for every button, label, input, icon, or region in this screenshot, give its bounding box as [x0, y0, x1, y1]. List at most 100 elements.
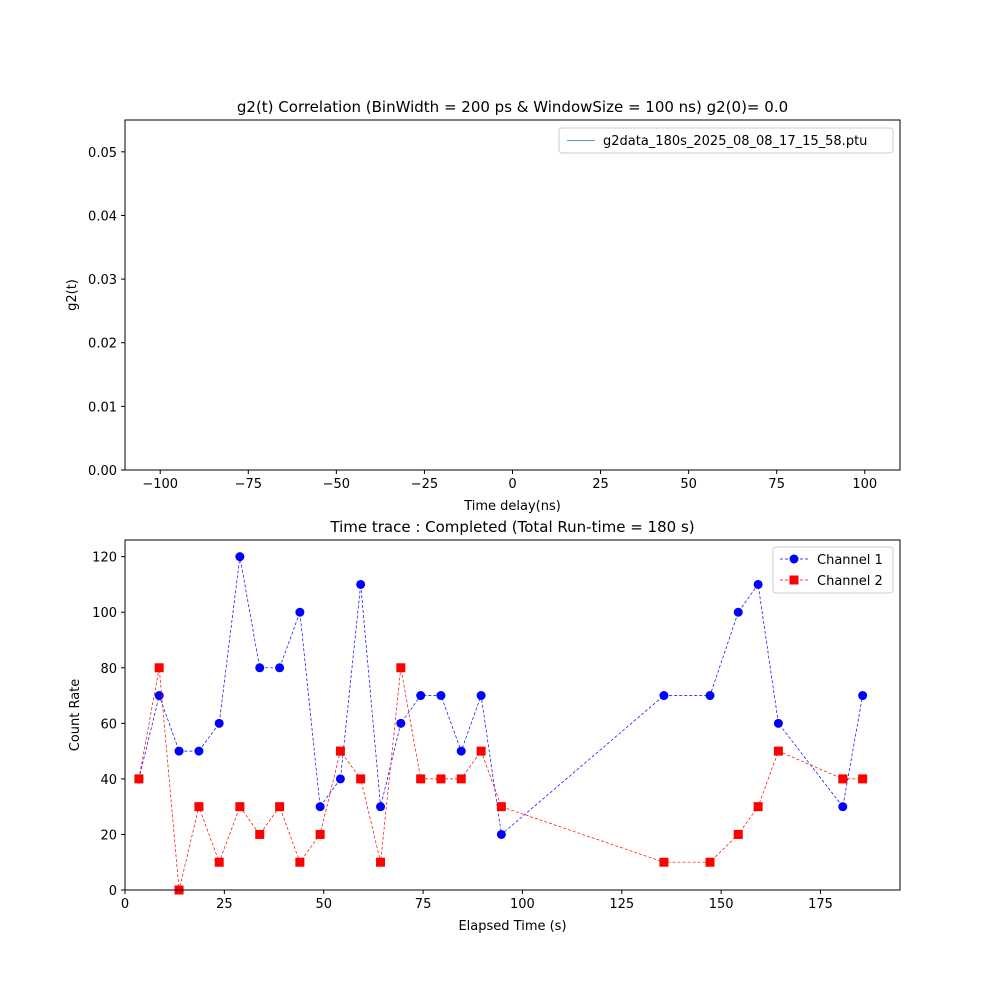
- channel-1-point: [753, 579, 763, 589]
- time-trace-x-tick-label: 0: [121, 897, 129, 912]
- time-trace-frame: [124, 539, 901, 891]
- channel-2-point: [705, 857, 715, 867]
- time-trace-y-tick-label: 60: [100, 717, 117, 732]
- channel-2-point: [134, 774, 144, 784]
- g2-legend: g2data_180s_2025_08_08_17_15_58.ptu: [558, 127, 894, 154]
- time-trace-x-tick-label: 125: [609, 897, 634, 912]
- time-trace-y-tick-label: 20: [100, 828, 117, 843]
- time-trace-y-ticks: 0 20 40 60 80 100 120: [92, 551, 125, 899]
- channel-2-point: [275, 802, 285, 812]
- time-trace-x-tick-label: 50: [315, 897, 332, 912]
- channel-1-point: [773, 718, 783, 728]
- channel-1-point: [476, 691, 486, 701]
- time-trace-plot: Time trace : Completed (Total Run-time =…: [68, 518, 901, 934]
- g2-y-tick-label: 0.00: [88, 464, 117, 479]
- g2-x-tick-label: −25: [411, 477, 438, 492]
- channel-1-point: [235, 552, 245, 562]
- g2-x-tick-label: −100: [142, 477, 178, 492]
- channel-1-point: [496, 829, 506, 839]
- g2-correlation-plot: g2(t) Correlation (BinWidth = 200 ps & W…: [65, 98, 901, 514]
- channel-1-point: [174, 746, 184, 756]
- time-trace-y-tick-label: 100: [92, 606, 117, 621]
- channel-2-point: [436, 774, 446, 784]
- channel-2-point: [356, 774, 366, 784]
- channel-2-point: [773, 746, 783, 756]
- g2-x-tick-label: 100: [852, 477, 877, 492]
- g2-legend-box: [558, 127, 894, 154]
- g2-legend-label: g2data_180s_2025_08_08_17_15_58.ptu: [603, 134, 867, 149]
- channel-1-point: [295, 607, 305, 617]
- legend-channel-1-marker: [789, 554, 799, 564]
- channel-2-point: [659, 857, 669, 867]
- g2-x-tick-label: −50: [323, 477, 350, 492]
- time-trace-legend: Channel 1 Channel 2: [772, 546, 894, 594]
- legend-channel-2-marker: [789, 575, 799, 585]
- channel-2-point: [235, 802, 245, 812]
- channel-1-point: [416, 691, 426, 701]
- g2-x-ticks: −100 −75 −50 −25 0 25 50 75 100: [142, 470, 877, 492]
- channel-1-point: [456, 746, 466, 756]
- channel-2-point: [295, 857, 305, 867]
- channel-2-point: [416, 774, 426, 784]
- legend-channel-1-label: Channel 1: [817, 553, 883, 568]
- g2-x-axis-label: Time delay(ns): [463, 499, 561, 514]
- time-trace-y-tick-label: 0: [109, 884, 117, 899]
- time-trace-title: Time trace : Completed (Total Run-time =…: [329, 518, 694, 536]
- channel-2-point: [753, 802, 763, 812]
- channel-2-point: [154, 663, 164, 673]
- time-trace-y-axis-label: Count Rate: [68, 679, 83, 752]
- channel-2-point: [194, 802, 204, 812]
- channel-2-point: [476, 746, 486, 756]
- channel-1-point: [315, 802, 325, 812]
- channel-2-point: [456, 774, 466, 784]
- channel-2-point: [396, 663, 406, 673]
- g2-y-tick-label: 0.05: [88, 146, 117, 161]
- time-trace-marks: [134, 552, 868, 895]
- g2-y-tick-label: 0.04: [88, 209, 117, 224]
- time-trace-x-ticks: 0 25 50 75 100 125 150 175: [121, 890, 833, 912]
- channel-1-point: [194, 746, 204, 756]
- channel-2-point: [255, 829, 265, 839]
- channel-1-point: [396, 718, 406, 728]
- channel-1-point: [838, 802, 848, 812]
- g2-y-tick-label: 0.01: [88, 400, 117, 415]
- g2-x-tick-label: 50: [680, 477, 697, 492]
- channel-1-point: [275, 663, 285, 673]
- g2-plot-title: g2(t) Correlation (BinWidth = 200 ps & W…: [237, 98, 788, 116]
- channel-2-point: [214, 857, 224, 867]
- channel-1-point: [705, 691, 715, 701]
- channel-2-point: [496, 802, 506, 812]
- g2-x-tick-label: 75: [768, 477, 785, 492]
- g2-y-tick-label: 0.03: [88, 273, 117, 288]
- channel-2-point: [376, 857, 386, 867]
- series-2-line: [138, 667, 863, 891]
- g2-y-tick-label: 0.02: [88, 337, 117, 352]
- g2-x-tick-label: 25: [592, 477, 609, 492]
- channel-1-point: [376, 802, 386, 812]
- channel-1-point: [356, 579, 366, 589]
- channel-2-point: [733, 829, 743, 839]
- channel-1-point: [659, 691, 669, 701]
- g2-x-tick-label: −75: [235, 477, 262, 492]
- time-trace-x-tick-label: 25: [216, 897, 233, 912]
- channel-2-point: [838, 774, 848, 784]
- channel-1-point: [436, 691, 446, 701]
- time-trace-x-tick-label: 100: [510, 897, 535, 912]
- time-trace-x-tick-label: 175: [808, 897, 833, 912]
- channel-1-point: [858, 691, 868, 701]
- channel-1-point: [335, 774, 345, 784]
- channel-2-point: [858, 774, 868, 784]
- time-trace-y-tick-label: 120: [92, 551, 117, 566]
- channel-2-point: [315, 829, 325, 839]
- time-trace-y-tick-label: 40: [100, 773, 117, 788]
- g2-x-tick-label: 0: [508, 477, 516, 492]
- time-trace-x-axis-label: Elapsed Time (s): [458, 919, 566, 934]
- time-trace-y-tick-label: 80: [100, 662, 117, 677]
- time-trace-x-tick-label: 75: [415, 897, 432, 912]
- channel-1-point: [733, 607, 743, 617]
- channel-2-point: [335, 746, 345, 756]
- channel-1-point: [214, 718, 224, 728]
- time-trace-legend-box: [772, 546, 894, 594]
- channel-1-point: [154, 691, 164, 701]
